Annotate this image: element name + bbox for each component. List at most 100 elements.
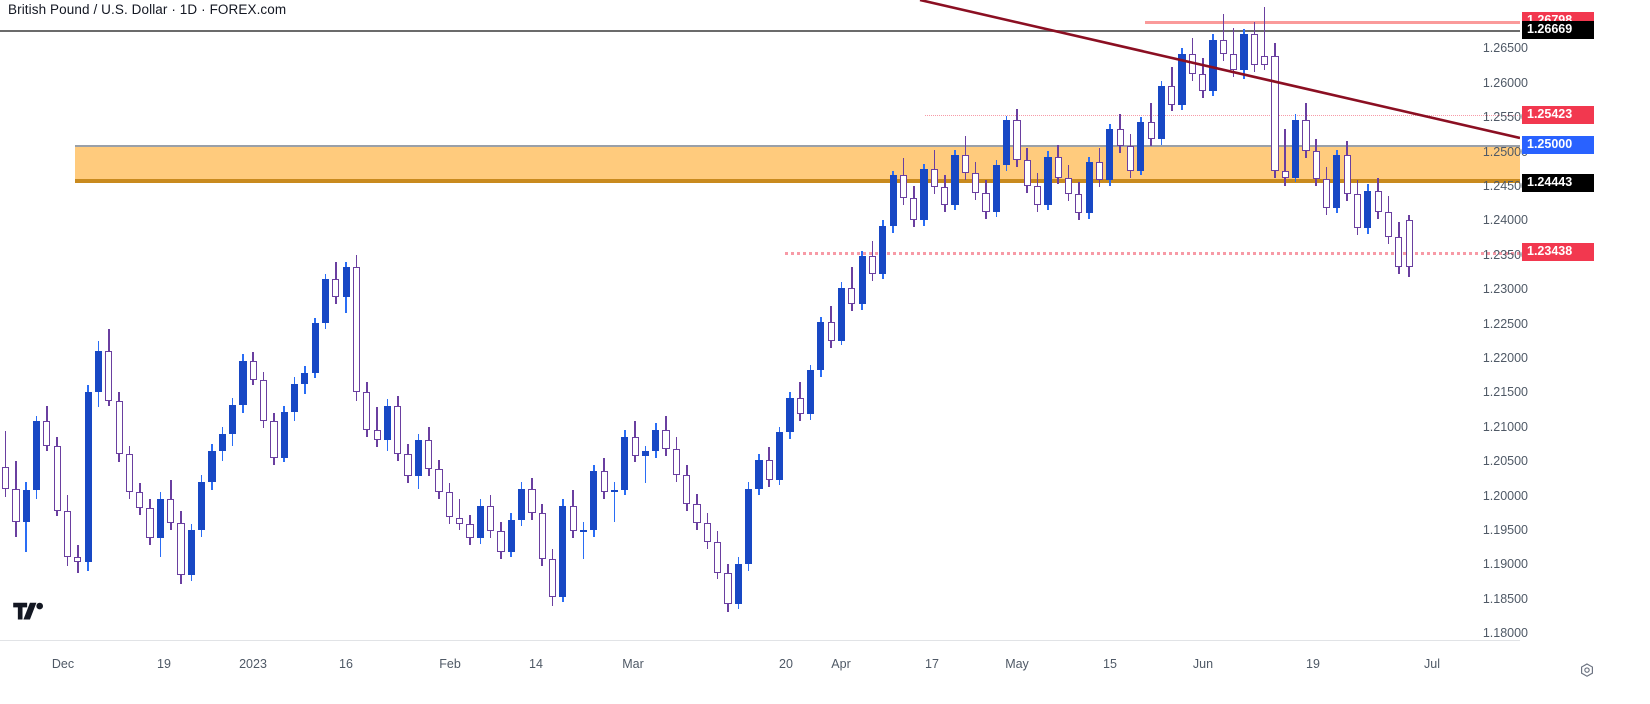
candle-wick	[458, 498, 461, 530]
time-tick: 16	[339, 657, 353, 671]
candle-bullish	[1137, 122, 1145, 171]
candle-bearish	[600, 471, 608, 493]
candle-bullish	[1292, 120, 1300, 178]
price-label-1-26669[interactable]: 1.26669	[1522, 20, 1594, 39]
candle-bearish	[683, 474, 691, 504]
candle-bearish	[662, 430, 670, 449]
candle-bullish	[518, 488, 526, 520]
candle-bullish	[817, 322, 825, 371]
candle-bearish	[105, 350, 113, 401]
candle-bearish	[435, 469, 443, 493]
time-tick: 20	[779, 657, 793, 671]
candle-bullish	[786, 397, 794, 433]
candle-bearish	[74, 557, 82, 563]
page-title: British Pound / U.S. Dollar · 1D · FOREX…	[8, 2, 287, 17]
time-tick: Feb	[439, 657, 461, 671]
supply-demand-zone	[75, 144, 1520, 183]
candle-bearish	[1126, 145, 1135, 171]
time-tick: Apr	[831, 657, 851, 671]
candle-wick	[644, 445, 647, 484]
time-tick: 15	[1103, 657, 1117, 671]
candle-bearish	[2, 466, 10, 489]
candle-bearish	[146, 507, 154, 539]
candle-bearish	[136, 492, 144, 508]
candle-bearish	[1034, 185, 1042, 206]
candle-bullish	[734, 564, 742, 605]
candle-bullish	[187, 529, 195, 575]
candle-bearish	[930, 168, 938, 188]
candle-bearish	[693, 503, 701, 523]
candle-bearish	[125, 454, 134, 493]
price-label-1-23438[interactable]: 1.23438	[1522, 243, 1594, 261]
candle-bullish	[1106, 129, 1114, 181]
candle-bullish	[1364, 191, 1372, 229]
candle-bearish	[1023, 159, 1031, 186]
candle-bearish	[703, 523, 711, 543]
candle-bullish	[610, 489, 619, 493]
candle-bearish	[1271, 56, 1279, 171]
candle-bearish	[373, 430, 381, 441]
time-tick: 2023	[239, 657, 267, 671]
candle-bullish	[280, 411, 288, 458]
candle-bearish	[1353, 194, 1362, 229]
line-126798[interactable]	[1145, 20, 1520, 24]
candle-bearish	[1054, 156, 1062, 178]
candle-bullish	[1178, 53, 1186, 105]
descending-trendline[interactable]	[919, 0, 1520, 140]
price-label-1-24443[interactable]: 1.24443	[1522, 173, 1594, 192]
line-123438[interactable]	[785, 252, 1520, 255]
candle-bearish	[352, 267, 361, 393]
candle-bearish	[249, 361, 257, 380]
candle-bearish	[425, 440, 433, 470]
gear-icon[interactable]	[1578, 662, 1596, 680]
candle-bullish	[837, 287, 846, 341]
candle-wick	[582, 521, 585, 559]
candle-bullish	[239, 361, 247, 405]
time-axis[interactable]: Dec 19 2023 16 Feb 14 Mar 20 Apr 17 May 15 Jun 19 Jul	[0, 640, 1520, 704]
candle-bearish	[1199, 74, 1207, 91]
candle-bearish	[1395, 237, 1403, 267]
price-axis[interactable]: 1.26500 1.26000 1.25500 1.25000 1.24500 1.240…	[1483, 0, 1650, 640]
candle-bearish	[260, 379, 268, 422]
price-label-1-25000[interactable]: 1.25000	[1522, 135, 1594, 154]
candle-bearish	[1281, 170, 1289, 178]
price-label-1-25423[interactable]: 1.25423	[1522, 106, 1594, 125]
candle-bullish	[507, 519, 515, 552]
candle-bearish	[1219, 39, 1227, 54]
candle-bearish	[1230, 53, 1238, 71]
candle-wick	[1222, 13, 1225, 61]
candle-bullish	[383, 406, 392, 441]
candle-bearish	[456, 517, 464, 525]
candle-bullish	[22, 489, 30, 522]
candle-bullish	[290, 384, 299, 412]
candle-bullish	[1240, 34, 1248, 71]
candle-bearish	[1322, 178, 1331, 208]
chart-plot-area[interactable]	[0, 0, 1520, 640]
time-tick: 19	[157, 657, 171, 671]
candle-bearish	[1343, 154, 1351, 195]
candle-bearish	[899, 175, 908, 199]
candle-bearish	[1302, 120, 1310, 152]
candle-bearish	[982, 192, 990, 212]
candle-bearish	[765, 459, 773, 481]
candle-bearish	[466, 524, 474, 539]
candle-bearish	[404, 454, 412, 477]
time-tick: Dec	[51, 657, 75, 671]
time-tick: Jun	[1192, 657, 1214, 671]
candle-bearish	[53, 445, 61, 511]
time-tick: May	[1005, 657, 1029, 671]
candle-bullish	[414, 440, 422, 477]
candle-wick	[1284, 129, 1287, 186]
candle-bearish	[43, 421, 51, 446]
time-tick: 14	[529, 657, 543, 671]
line-125423[interactable]	[925, 115, 1520, 117]
line-126669[interactable]	[0, 29, 1520, 32]
candle-bearish	[167, 498, 175, 523]
candle-bullish	[755, 459, 763, 489]
candle-bearish	[332, 278, 340, 298]
trendline-layer	[919, 0, 1520, 140]
tradingview-logo	[13, 602, 44, 620]
candle-bearish	[528, 488, 536, 513]
candle-bearish	[394, 406, 402, 455]
candle-bearish	[1384, 211, 1393, 238]
